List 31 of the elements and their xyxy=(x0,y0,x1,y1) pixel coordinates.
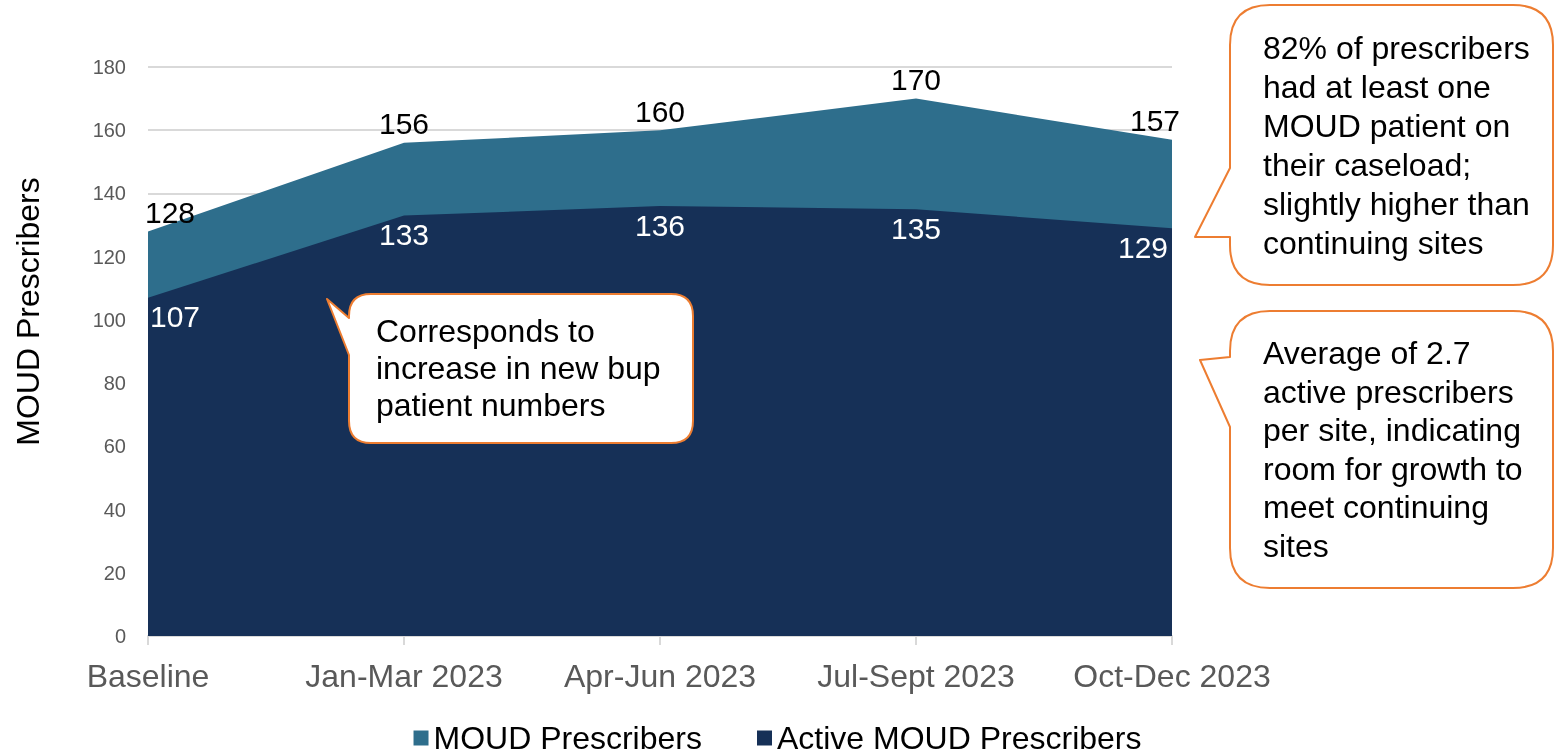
legend-label: MOUD Prescribers xyxy=(433,720,702,749)
data-label: 157 xyxy=(1129,104,1181,138)
y-tick-label: 160 xyxy=(92,119,126,142)
y-tick-label: 20 xyxy=(103,561,126,584)
y-tick-label: 40 xyxy=(103,498,126,521)
x-tick-label: Oct-Dec 2023 xyxy=(1073,658,1271,694)
y-tick-label: 0 xyxy=(114,625,126,647)
data-label: 133 xyxy=(378,218,430,252)
text: 82% of prescribers had at least one MOUD patient on their caseload; slightly higher than continuing sites xyxy=(1263,29,1531,263)
text: Average of 2.7 active prescribers per site, indicating room for growth to meet continuing sites xyxy=(1263,334,1524,566)
data-label: 156 xyxy=(378,107,430,141)
legend-label: Active MOUD Prescribers xyxy=(776,720,1142,749)
y-tick-label: 80 xyxy=(103,372,126,395)
data-label: 107 xyxy=(149,300,201,334)
y-tick-label: 180 xyxy=(92,56,126,78)
y-tick-label: 140 xyxy=(92,182,126,205)
data-label: 129 xyxy=(1117,230,1169,264)
y-tick-label: 120 xyxy=(92,245,126,268)
annotation: Corresponds to increase in new bup patient numbers xyxy=(376,313,662,424)
data-label: 136 xyxy=(634,208,686,242)
data-label: 128 xyxy=(144,195,196,229)
data-label: 160 xyxy=(634,94,686,128)
y-axis-title: MOUD Prescribers xyxy=(10,177,46,446)
y-tick-label: 100 xyxy=(92,308,126,331)
x-tick-label: Jul-Sept 2023 xyxy=(817,658,1015,694)
data-label: 170 xyxy=(890,63,942,97)
x-tick-label: Baseline xyxy=(86,658,210,694)
data-label: 135 xyxy=(890,211,942,245)
x-tick-label: Jan-Mar 2023 xyxy=(305,658,503,694)
y-tick-label: 60 xyxy=(103,435,126,458)
x-tick-label: Apr-Jun 2023 xyxy=(563,658,757,694)
